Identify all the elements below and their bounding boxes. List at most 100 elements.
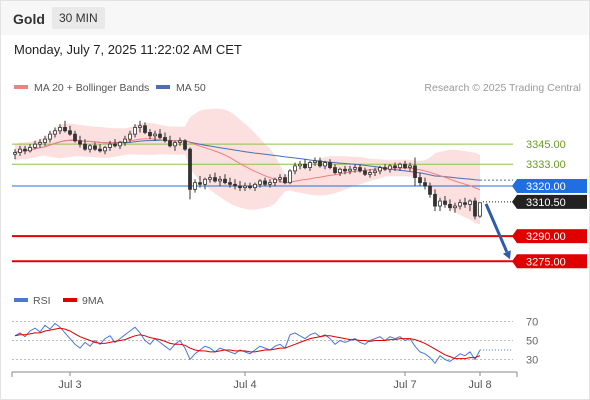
x-tick-label: Jul 8 [468,379,491,391]
candle [208,174,212,183]
candle [108,140,112,151]
candle [388,164,392,173]
candle [448,199,452,212]
candle [183,139,187,151]
candle [73,130,77,143]
pivot-label-box [517,178,587,193]
candle [138,120,142,133]
candle [333,164,337,175]
candle [38,139,42,148]
candle [378,165,382,175]
rsi-plot: 30 50 70 [12,317,538,367]
interval-selector[interactable]: 30 MIN [52,7,105,29]
candle [143,122,147,135]
candle [288,169,292,185]
candle [393,162,397,171]
candle [273,177,277,186]
projection-arrow-shaft [484,203,509,253]
candle [203,177,207,190]
price-plot [12,108,513,263]
candle [163,132,167,143]
candle [48,130,52,143]
candle [328,159,332,170]
candle [63,120,67,133]
candle [88,144,92,153]
candle [443,196,447,208]
candle [188,147,192,200]
candle [243,182,247,191]
rsi-tick-label: 70 [526,317,538,329]
candle [473,197,477,220]
candle [28,144,32,153]
candle [213,172,217,183]
candle [93,142,97,151]
candle [253,182,257,191]
support-label-box [517,254,587,269]
chart-header: Gold 30 MIN [1,1,589,35]
price-levels: 3345.00 3333.00 3320.00 3290.00 3275.00 3310.… [512,139,587,269]
candle [123,135,127,146]
candle [423,177,427,190]
credit-text: Research © 2025 Trading Central [424,82,581,94]
candle [373,167,377,176]
timestamp: Monday, July 7, 2025 11:22:02 AM CET [14,42,242,57]
candle [83,139,87,151]
candle [168,135,172,148]
candle [238,180,242,191]
candle [78,135,82,148]
candle [398,162,402,171]
x-axis: Jul 3 Jul 4 Jul 7 Jul 8 [11,371,518,391]
candle [113,139,117,148]
legend-9ma-swatch [63,298,77,302]
candle [343,165,347,175]
resistance-label: 3345.00 [526,139,566,151]
candle [428,182,432,198]
candle [43,135,47,146]
candle [313,157,317,166]
candle [128,130,132,143]
candle [303,159,307,170]
candle [363,167,367,176]
candle [118,140,122,150]
legend-rsi-swatch [14,298,28,302]
candle [228,177,232,188]
support-label: 3275.00 [526,256,566,268]
candle [413,157,417,186]
candle [353,164,357,173]
candle [308,160,312,171]
candle [283,174,287,185]
current-price-box [517,194,587,209]
legend-ma50-label: MA 50 [176,82,206,94]
candle [178,137,182,146]
candle [263,177,267,186]
candle [418,172,422,186]
candle [233,179,237,190]
candle [53,127,57,138]
candle [68,125,72,136]
candle [13,149,17,160]
candle [248,182,252,190]
x-tick-label: Jul 4 [233,379,256,391]
candle [478,202,482,218]
candle [368,169,372,178]
candle [278,174,282,183]
candle [438,197,442,212]
candle [148,129,152,140]
candle [298,160,302,170]
candle [223,174,227,185]
candle [403,160,407,170]
candle [133,124,137,138]
candle [98,144,102,153]
candle [433,189,437,212]
candle [193,179,197,193]
legend-rsi-label: RSI [33,295,51,307]
candle [318,157,322,168]
candle [153,130,157,141]
candle [293,162,297,175]
resistance-label: 3333.00 [526,159,566,171]
legend-9ma-label: 9MA [82,295,104,307]
projection-arrow-head [502,250,511,260]
candle [408,162,412,171]
